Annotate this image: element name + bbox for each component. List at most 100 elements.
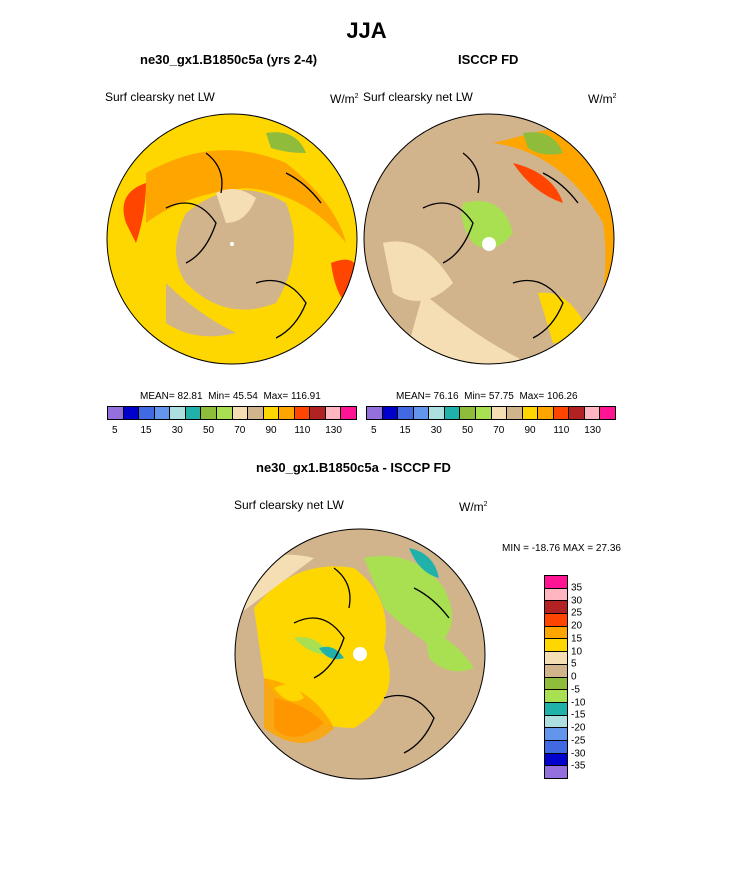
colorbar-swatch [545, 614, 567, 627]
colorbar-swatch [232, 407, 249, 419]
panel3-unit-label: W/m2 [459, 500, 488, 514]
panel1-polar-map [106, 113, 358, 365]
colorbar-swatch [154, 407, 171, 419]
colorbar-swatch [170, 407, 186, 419]
colorbar-swatch [545, 740, 567, 754]
panel2-stats: MEAN= 76.16 Min= 57.75 Max= 106.26 [396, 391, 578, 402]
colorbar-swatch [263, 407, 280, 419]
colorbar-swatch [545, 690, 567, 703]
colorbar-tick-label: 110 [294, 425, 311, 436]
colorbar-tick-label: -30 [571, 748, 586, 759]
colorbar-tick-label: -10 [571, 697, 586, 708]
colorbar-tick-label: 20 [571, 620, 583, 632]
panel2-colorbar-ticks: 5 15 30 50 70 90 110 130 [366, 425, 614, 439]
panel3-variable-label: Surf clearsky net LW [234, 498, 344, 512]
colorbar-swatch [545, 728, 567, 741]
colorbar-swatch [201, 407, 217, 419]
colorbar-swatch [398, 407, 414, 419]
colorbar-tick-label: 130 [584, 425, 601, 436]
panel3-colorbar-ticks: 35 30 25 20 15 10 5 0 -5 -10 -15 -20 -25 -30 -35 [571, 575, 601, 777]
colorbar-tick-label: 70 [234, 425, 246, 436]
colorbar-swatch [279, 407, 295, 419]
panel2-unit-label: W/m2 [588, 92, 617, 106]
main-title: JJA [346, 18, 387, 43]
colorbar-swatch [382, 407, 399, 419]
colorbar-tick-label: 0 [571, 671, 577, 683]
colorbar-tick-label: -15 [571, 709, 586, 721]
colorbar-tick-label: 50 [462, 425, 474, 436]
colorbar-swatch [545, 626, 567, 640]
colorbar-tick-label: 15 [571, 633, 583, 645]
colorbar-swatch [475, 407, 492, 419]
colorbar-tick-label: 25 [571, 607, 583, 619]
panel2-title: ISCCP FD [458, 52, 519, 67]
colorbar-swatch [507, 407, 523, 419]
panel3-polar-map [234, 528, 486, 780]
colorbar-swatch [545, 639, 567, 653]
colorbar-swatch [545, 588, 567, 602]
colorbar-swatch [545, 664, 567, 678]
colorbar-swatch [545, 702, 567, 716]
colorbar-swatch [185, 407, 202, 419]
colorbar-tick-label: 90 [524, 425, 536, 436]
panel1-colorbar-ticks: 5 15 30 50 70 90 110 130 [107, 425, 355, 439]
colorbar-tick-label: 30 [571, 595, 583, 606]
colorbar-swatch [538, 407, 554, 419]
colorbar-tick-label: 5 [371, 425, 377, 436]
panel1-variable-label: Surf clearsky net LW [105, 90, 215, 104]
colorbar-tick-label: 90 [265, 425, 277, 436]
colorbar-swatch [545, 715, 567, 729]
panel3-title: ne30_gx1.B1850c5a - ISCCP FD [256, 460, 451, 475]
colorbar-swatch [545, 601, 567, 615]
colorbar-tick-label: 15 [140, 425, 152, 436]
panel1-title: ne30_gx1.B1850c5a (yrs 2-4) [140, 52, 318, 67]
colorbar-swatch [569, 407, 585, 419]
colorbar-tick-label: 30 [430, 425, 442, 436]
colorbar-swatch [123, 407, 140, 419]
colorbar-tick-label: 70 [493, 425, 505, 436]
colorbar-tick-label: 30 [171, 425, 183, 436]
pole-marker [482, 237, 496, 251]
colorbar-swatch [216, 407, 233, 419]
panel3-minmax: MIN = -18.76 MAX = 27.36 [502, 543, 621, 554]
colorbar-tick-label: 50 [203, 425, 215, 436]
colorbar-swatch [460, 407, 476, 419]
colorbar-swatch [584, 407, 601, 419]
colorbar-tick-label: -20 [571, 722, 586, 734]
colorbar-swatch [545, 576, 567, 589]
panel2-polar-map [363, 113, 615, 365]
colorbar-tick-label: -35 [571, 760, 586, 772]
panel2-colorbar [366, 406, 616, 420]
pole-marker [230, 242, 234, 246]
colorbar-tick-label: -5 [571, 684, 580, 696]
colorbar-tick-label: 10 [571, 646, 583, 657]
panel1-unit-label: W/m2 [330, 92, 359, 106]
colorbar-tick-label: -25 [571, 735, 586, 747]
colorbar-tick-label: 5 [571, 658, 577, 670]
panel2-variable-label: Surf clearsky net LW [363, 90, 473, 104]
pole-marker [353, 647, 367, 661]
colorbar-swatch [248, 407, 264, 419]
colorbar-swatch [325, 407, 342, 419]
colorbar-tick-label: 5 [112, 425, 118, 436]
colorbar-tick-label: 15 [399, 425, 411, 436]
panel3-colorbar [544, 575, 568, 779]
colorbar-tick-label: 130 [325, 425, 342, 436]
colorbar-swatch [341, 407, 356, 419]
colorbar-swatch [310, 407, 326, 419]
colorbar-swatch [108, 407, 124, 419]
colorbar-swatch [545, 652, 567, 665]
colorbar-swatch [545, 766, 567, 778]
colorbar-swatch [522, 407, 539, 419]
colorbar-swatch [429, 407, 445, 419]
colorbar-swatch [553, 407, 570, 419]
colorbar-tick-label: 110 [553, 425, 570, 436]
colorbar-swatch [600, 407, 615, 419]
panel1-colorbar [107, 406, 357, 420]
colorbar-swatch [367, 407, 383, 419]
panel1-stats: MEAN= 82.81 Min= 45.54 Max= 116.91 [140, 391, 321, 402]
colorbar-swatch [444, 407, 461, 419]
colorbar-swatch [294, 407, 311, 419]
colorbar-swatch [545, 753, 567, 767]
colorbar-swatch [491, 407, 508, 419]
